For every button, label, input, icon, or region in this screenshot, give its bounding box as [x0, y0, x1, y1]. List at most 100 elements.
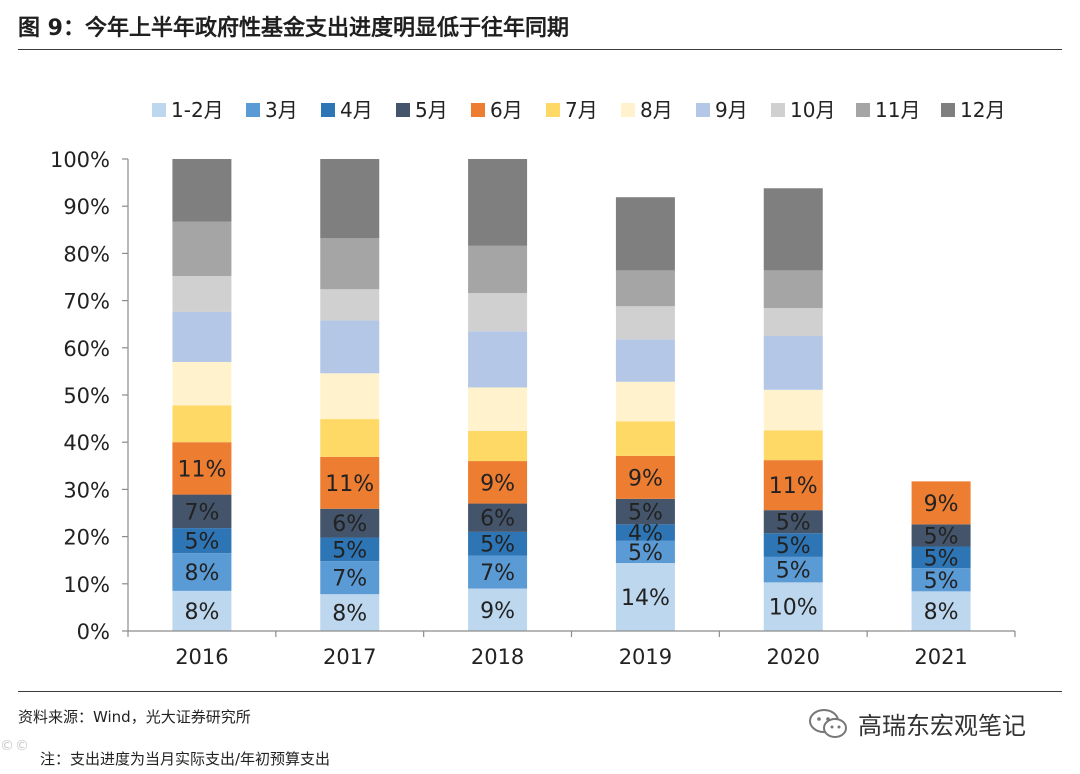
- brand-watermark: 高瑞东宏观笔记: [808, 706, 1026, 741]
- bar-segment-2018-10月: [468, 293, 528, 332]
- legend-label: 9月: [715, 98, 748, 122]
- bar-segment-2017-1-2月: [320, 594, 380, 631]
- bar-segment-2019-8月: [615, 381, 675, 422]
- legend-item: 1-2月: [152, 98, 224, 122]
- data-label: 5%: [924, 524, 959, 549]
- data-label: 5%: [776, 511, 811, 536]
- legend-item: 4月: [321, 98, 373, 122]
- legend-swatch: [152, 103, 166, 117]
- footer-divider: [18, 691, 1062, 692]
- bar-segment-2018-6月: [468, 461, 528, 504]
- bar-segment-2016-1-2月: [172, 590, 232, 631]
- data-label: 7%: [332, 567, 367, 592]
- legend-label: 10月: [790, 98, 835, 122]
- bar-segment-2019-10月: [615, 306, 675, 340]
- x-tick-label: 2021: [914, 645, 967, 669]
- y-tick-label: 30%: [63, 478, 110, 502]
- data-label: 5%: [628, 541, 663, 566]
- bar-segment-2019-5月: [615, 498, 675, 525]
- y-tick-label: 20%: [63, 526, 110, 550]
- chart-legend: 1-2月 3月 4月 5月 6月 7月 8月 9月 10月 11月 12月: [152, 98, 1005, 122]
- bar-segment-2016-12月: [172, 159, 232, 222]
- bar-segment-2020-3月: [763, 556, 823, 583]
- bar-segment-2017-7月: [320, 419, 380, 457]
- bar-segment-2020-12月: [763, 188, 823, 271]
- bar-stack-2019: 14% 5%4%5% 9%: [615, 197, 675, 631]
- data-label: 9%: [480, 471, 515, 496]
- bar-segment-2016-7月: [172, 405, 232, 443]
- stacked-bar-chart: 1-2月 3月 4月 5月 6月 7月 8月 9月 10月 11月 12月 0% 10% 20% 30% 4…: [50, 98, 1016, 669]
- x-axis: 2016 2017 2018 2019 2020 2021: [127, 630, 1016, 669]
- legend-item: 10月: [771, 98, 835, 122]
- data-label: 11%: [325, 472, 374, 497]
- legend-swatch: [856, 103, 870, 117]
- bar-segment-2017-11月: [320, 238, 380, 290]
- x-tick-label: 2017: [323, 645, 376, 669]
- data-label: 7%: [184, 500, 219, 525]
- bar-segment-2021-3月: [911, 568, 971, 592]
- legend-item: 7月: [546, 98, 598, 122]
- legend-item: 6月: [471, 98, 523, 122]
- bar-segment-2018-1-2月: [468, 588, 528, 631]
- legend-swatch: [471, 103, 485, 117]
- bar-segment-2019-4月: [615, 524, 675, 541]
- bar-segment-2016-9月: [172, 311, 232, 362]
- brand-name: 高瑞东宏观笔记: [858, 712, 1026, 740]
- bar-segment-2018-7月: [468, 430, 528, 462]
- data-label: 6%: [480, 507, 515, 532]
- bar-segment-2017-3月: [320, 561, 380, 595]
- y-tick-label: 10%: [63, 573, 110, 597]
- bar-segment-2016-10月: [172, 276, 232, 312]
- bar-segment-2018-3月: [468, 555, 528, 589]
- bar-segment-2020-9月: [763, 336, 823, 390]
- bar-segment-2020-7月: [763, 430, 823, 461]
- y-tick-label: 70%: [63, 290, 110, 314]
- bar-segment-2019-6月: [615, 455, 675, 499]
- bar-segment-2020-5月: [763, 510, 823, 534]
- data-label: 7%: [480, 561, 515, 586]
- legend-item: 11月: [856, 98, 920, 122]
- bar-segment-2018-12月: [468, 159, 528, 246]
- legend-label: 11月: [875, 98, 920, 122]
- data-label: 8%: [184, 561, 219, 586]
- data-label: 4%: [628, 522, 663, 547]
- bar-segment-2017-10月: [320, 289, 380, 321]
- data-label: 8%: [924, 600, 959, 625]
- x-tick-label: 2018: [471, 645, 524, 669]
- data-label: 9%: [924, 492, 959, 517]
- data-label: 14%: [621, 586, 670, 611]
- bar-segment-2021-1-2月: [911, 591, 971, 631]
- legend-item: 12月: [941, 98, 1005, 122]
- y-axis: 0% 10% 20% 30% 40% 50% 60% 70% 80% 90% 100%: [50, 148, 129, 644]
- bar-segment-2021-6月: [911, 481, 971, 525]
- y-tick-label: 50%: [63, 384, 110, 408]
- bar-stack-2021: 8%5%5%5%9%: [911, 481, 971, 631]
- bar-segment-2018-8月: [468, 387, 528, 431]
- legend-label: 5月: [415, 98, 448, 122]
- bar-stack-2020: 10%5%5%5%11%: [763, 188, 823, 631]
- bar-segment-2019-9月: [615, 339, 675, 382]
- bar-segment-2021-5月: [911, 524, 971, 547]
- bar-segment-2020-8月: [763, 389, 823, 431]
- bar-segment-2018-5月: [468, 503, 528, 532]
- legend-swatch: [396, 103, 410, 117]
- y-tick-label: 100%: [50, 148, 110, 172]
- bar-segment-2016-5月: [172, 494, 232, 529]
- data-label: 5%: [480, 533, 515, 558]
- legend-swatch: [771, 103, 785, 117]
- bar-segment-2017-12月: [320, 159, 380, 239]
- x-tick-label: 2019: [619, 645, 672, 669]
- bar-segment-2016-3月: [172, 553, 232, 591]
- bar-stack-2017: 8% 7% 5%6% 11%: [320, 159, 380, 631]
- wechat-icon: [809, 708, 847, 738]
- bar-segment-2019-11月: [615, 270, 675, 307]
- legend-swatch: [941, 103, 955, 117]
- watermark-left: ©©: [0, 738, 30, 754]
- data-label: 5%: [776, 534, 811, 559]
- legend-item: 3月: [246, 98, 298, 122]
- data-label: 8%: [184, 600, 219, 625]
- bar-segment-2018-11月: [468, 245, 528, 294]
- y-tick-label: 0%: [77, 620, 110, 644]
- legend-swatch: [321, 103, 335, 117]
- bar-segment-2018-9月: [468, 331, 528, 388]
